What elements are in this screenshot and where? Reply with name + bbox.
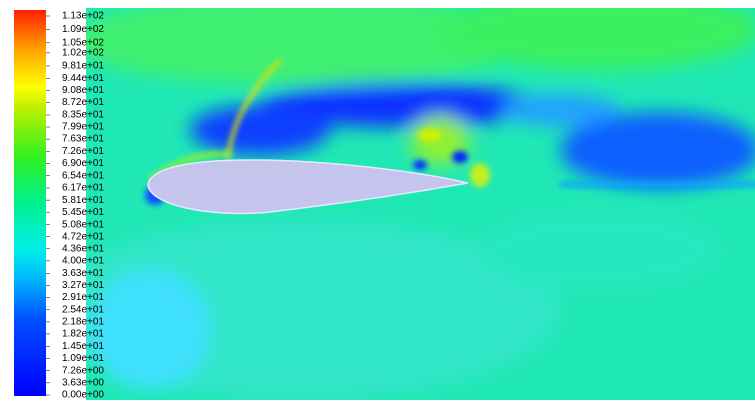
colorbar-tick-label: 1.45e+01 — [62, 341, 104, 352]
colorbar-tick-label: 7.26e+01 — [62, 146, 104, 157]
colorbar-tick-label: 9.08e+01 — [62, 85, 104, 96]
colorbar-tick-label: 8.35e+01 — [62, 110, 104, 121]
colorbar-tick-label: 6.90e+01 — [62, 158, 104, 169]
colorbar-tick-label: 1.09e+02 — [62, 24, 104, 35]
colorbar-tick-label: 2.54e+01 — [62, 304, 104, 315]
colorbar-tick-label: 3.63e+00 — [62, 377, 104, 388]
colorbar-tick-label: 1.13e+02 — [62, 11, 104, 22]
field — [40, 0, 755, 400]
colorbar-labels: 1.13e+021.09e+021.05e+021.02e+029.81e+01… — [46, 11, 104, 401]
colorbar-tick-label: 0.00e+00 — [62, 390, 104, 401]
colorbar-tick-label: 2.91e+01 — [62, 292, 104, 303]
colorbar-tick-label: 9.44e+01 — [62, 73, 104, 84]
colorbar-tick-label: 5.45e+01 — [62, 207, 104, 218]
colorbar-tick-label: 3.63e+01 — [62, 268, 104, 279]
colorbar — [14, 10, 46, 396]
colorbar-tick-label: 7.63e+01 — [62, 134, 104, 145]
colorbar-tick-label: 4.00e+01 — [62, 255, 104, 266]
colorbar-tick-label: 1.09e+01 — [62, 353, 104, 364]
colorbar-tick-label: 1.82e+01 — [62, 329, 104, 340]
colorbar-tick-label: 5.08e+01 — [62, 219, 104, 230]
contour-plot: 1.13e+021.09e+021.05e+021.02e+029.81e+01… — [0, 0, 755, 402]
colorbar-tick-label: 3.27e+01 — [62, 280, 104, 291]
colorbar-tick-label: 8.72e+01 — [62, 97, 104, 108]
colorbar-tick-label: 2.18e+01 — [62, 317, 104, 328]
colorbar-tick-label: 4.36e+01 — [62, 243, 104, 254]
colorbar-tick-label: 4.72e+01 — [62, 231, 104, 242]
colorbar-tick-label: 9.81e+01 — [62, 61, 104, 72]
colorbar-tick-label: 6.17e+01 — [62, 183, 104, 194]
colorbar-tick-label: 7.26e+00 — [62, 365, 104, 376]
colorbar-tick-label: 5.81e+01 — [62, 195, 104, 206]
colorbar-tick-label: 1.02e+02 — [62, 48, 104, 59]
colorbar-tick-label: 7.99e+01 — [62, 122, 104, 133]
colorbar-tick-label: 6.54e+01 — [62, 170, 104, 181]
